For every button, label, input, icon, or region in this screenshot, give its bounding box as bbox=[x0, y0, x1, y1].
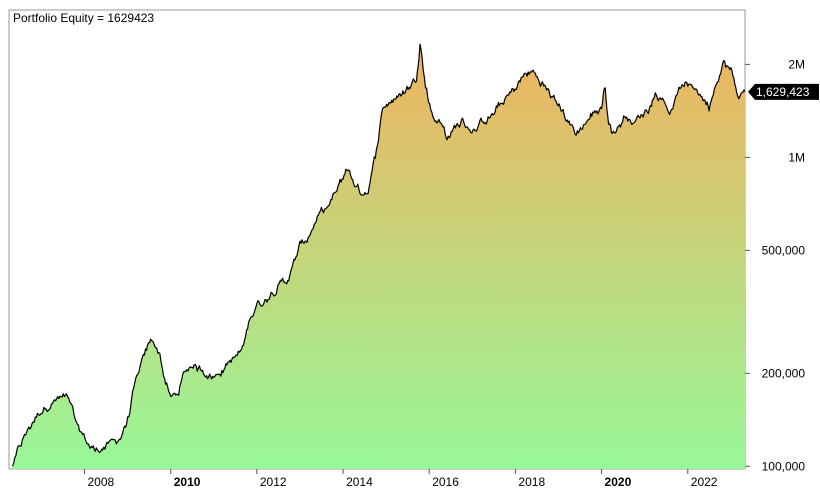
x-tick-label: 2012 bbox=[260, 475, 287, 489]
x-tick-label: 2022 bbox=[691, 475, 718, 489]
last-value-marker: 1,629,423 bbox=[748, 83, 819, 100]
y-tick-label: 1M bbox=[788, 150, 805, 164]
x-axis: 2008 2010 2012 2014 2016 2018 2020 2022 bbox=[83, 469, 718, 489]
x-tick-label: 2018 bbox=[518, 475, 545, 489]
x-tick-label: 2020 bbox=[605, 475, 632, 489]
x-tick-label: 2014 bbox=[346, 475, 373, 489]
x-tick-label: 2008 bbox=[87, 475, 114, 489]
chart-title: Portfolio Equity = 1629423 bbox=[13, 11, 154, 25]
x-tick-label: 2010 bbox=[174, 475, 201, 489]
y-tick-label: 200,000 bbox=[762, 366, 806, 380]
equity-line bbox=[11, 43, 745, 467]
last-value-label: 1,629,423 bbox=[756, 85, 810, 99]
y-tick-label: 500,000 bbox=[762, 243, 806, 257]
y-tick-label: 100,000 bbox=[762, 459, 806, 473]
x-tick-label: 2016 bbox=[432, 475, 459, 489]
y-tick-label: 2M bbox=[788, 57, 805, 71]
y-axis: 100,000 200,000 500,000 1M 2M bbox=[745, 57, 805, 473]
last-value-badge bbox=[748, 83, 819, 100]
equity-area bbox=[12, 44, 745, 469]
